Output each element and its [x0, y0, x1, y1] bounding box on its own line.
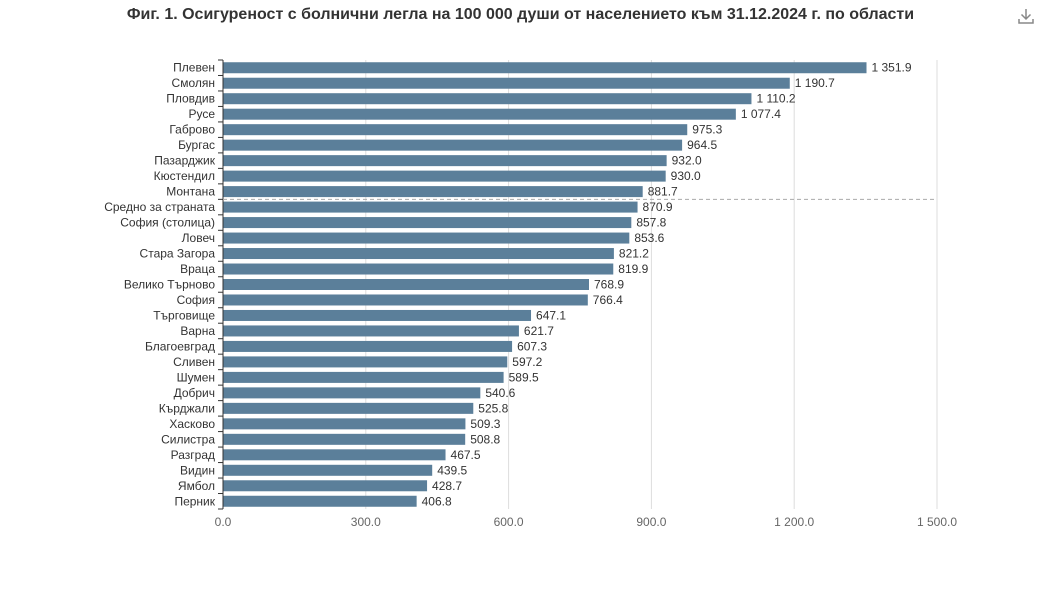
category-label: Кърджали: [159, 401, 215, 415]
value-label: 525.8: [478, 401, 508, 415]
value-label: 509.3: [470, 417, 500, 431]
value-label: 621.7: [524, 324, 554, 338]
bar[interactable]: [223, 77, 790, 89]
value-label: 508.8: [470, 432, 500, 446]
bar[interactable]: [223, 449, 446, 461]
bar[interactable]: [223, 232, 630, 244]
x-tick-label: 0.0: [215, 515, 232, 529]
x-tick-label: 900.0: [636, 515, 666, 529]
value-label: 881.7: [648, 185, 678, 199]
value-label: 819.9: [618, 262, 648, 276]
x-tick-label: 300.0: [351, 515, 381, 529]
bar[interactable]: [223, 62, 867, 74]
bar[interactable]: [223, 387, 481, 399]
category-label: Кюстендил: [154, 169, 215, 183]
bar[interactable]: [223, 248, 614, 260]
bar[interactable]: [223, 186, 643, 198]
bar[interactable]: [223, 309, 532, 321]
value-label: 821.2: [619, 247, 649, 261]
bar[interactable]: [223, 433, 466, 445]
category-label: Варна: [180, 324, 215, 338]
x-tick-label: 1 500.0: [917, 515, 957, 529]
bar[interactable]: [223, 93, 752, 105]
chart-title: Фиг. 1. Осигуреност с болнични легла на …: [126, 6, 915, 23]
bar[interactable]: [223, 124, 688, 136]
value-label: 766.4: [593, 293, 623, 307]
value-label: 406.8: [422, 494, 452, 508]
value-label: 607.3: [517, 339, 547, 353]
value-label: 1 351.9: [872, 61, 912, 75]
bar[interactable]: [223, 155, 667, 167]
bar[interactable]: [223, 340, 513, 352]
value-label: 1 190.7: [795, 76, 835, 90]
category-label: Русе: [188, 107, 215, 121]
value-label: 597.2: [512, 355, 542, 369]
bar[interactable]: [223, 108, 736, 120]
bar[interactable]: [223, 464, 433, 476]
bar[interactable]: [223, 263, 614, 275]
category-label: София (столица): [120, 216, 215, 230]
category-label: Смолян: [172, 76, 215, 90]
category-label: Добрич: [174, 386, 215, 400]
category-label: Враца: [180, 262, 215, 276]
category-label: Плевен: [173, 61, 215, 75]
download-icon-graphic: [1018, 9, 1034, 24]
category-label: Пазарджик: [154, 154, 215, 168]
bar[interactable]: [223, 325, 519, 337]
value-label: 589.5: [509, 370, 539, 384]
value-label: 1 077.4: [741, 107, 781, 121]
category-label: Ямбол: [178, 479, 215, 493]
category-label: Ловеч: [182, 231, 215, 245]
category-label: София: [177, 293, 215, 307]
category-label: Силистра: [161, 432, 215, 446]
x-tick-label: 600.0: [494, 515, 524, 529]
category-label: Стара Загора: [140, 247, 216, 261]
value-label: 853.6: [634, 231, 664, 245]
value-label: 768.9: [594, 278, 624, 292]
category-label: Монтана: [166, 185, 215, 199]
bar[interactable]: [223, 402, 474, 414]
category-label: Хасково: [169, 417, 215, 431]
category-label: Благоевград: [145, 339, 215, 353]
value-label: 540.6: [485, 386, 515, 400]
value-label: 932.0: [672, 154, 702, 168]
download-icon[interactable]: [1016, 6, 1036, 26]
bar[interactable]: [223, 495, 417, 507]
value-label: 857.8: [636, 216, 666, 230]
value-label: 964.5: [687, 138, 717, 152]
category-label: Пловдив: [166, 92, 215, 106]
value-label: 930.0: [671, 169, 701, 183]
bar[interactable]: [223, 201, 638, 213]
value-label: 870.9: [643, 200, 673, 214]
bar[interactable]: [223, 480, 428, 492]
bar[interactable]: [223, 139, 683, 151]
value-label: 439.5: [437, 463, 467, 477]
bar[interactable]: [223, 371, 504, 383]
bar[interactable]: [223, 294, 588, 306]
value-label: 1 110.2: [756, 92, 795, 106]
value-label: 647.1: [536, 308, 566, 322]
bar[interactable]: [223, 170, 666, 182]
bar[interactable]: [223, 279, 589, 290]
category-label: Сливен: [173, 355, 215, 369]
bar[interactable]: [223, 217, 632, 229]
category-label: Бургас: [178, 138, 215, 152]
category-label: Шумен: [177, 370, 215, 384]
category-label: Габрово: [169, 123, 215, 137]
bar[interactable]: [223, 356, 508, 368]
category-label: Търговище: [153, 308, 215, 322]
value-label: 467.5: [451, 448, 481, 462]
category-label: Велико Търново: [124, 278, 215, 292]
category-label: Средно за страната: [104, 200, 215, 214]
x-tick-label: 1 200.0: [774, 515, 814, 529]
value-label: 428.7: [432, 479, 462, 493]
bar[interactable]: [223, 418, 466, 430]
category-label: Перник: [174, 494, 215, 508]
value-label: 975.3: [692, 123, 722, 137]
category-label: Видин: [180, 463, 215, 477]
category-label: Разград: [171, 448, 215, 462]
